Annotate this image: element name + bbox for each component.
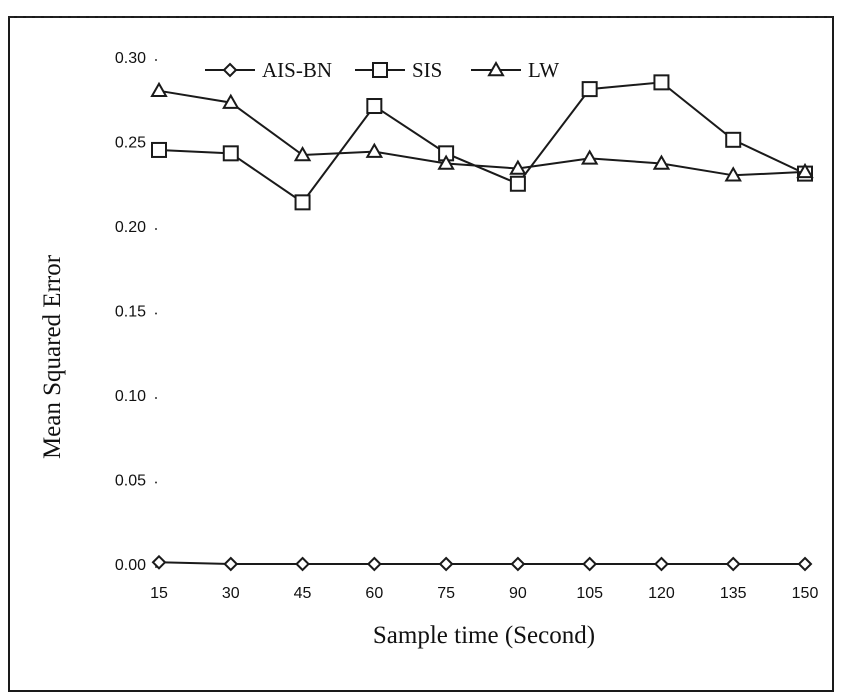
data-point-sis — [509, 175, 526, 192]
series-line-ais-bn — [158, 561, 805, 565]
legend-label-lw: LW — [528, 58, 559, 82]
data-point-ais-bn — [295, 556, 310, 572]
legend-label-ais-bn: AIS-BN — [262, 58, 332, 82]
y-axis-title: Mean Squared Error — [39, 254, 66, 459]
y-tick-mark — [155, 481, 157, 484]
x-axis-ticks: 15 30 45 60 75 90 105 120 135 150 — [150, 585, 818, 602]
data-point-lw — [293, 146, 312, 162]
legend-marker-ais-bn — [222, 62, 238, 78]
y-tick-label: 0.00 — [115, 557, 146, 574]
y-tick-label: 0.25 — [115, 135, 146, 152]
data-point-sis — [653, 74, 670, 91]
x-tick-label: 30 — [222, 585, 240, 602]
y-tick-label: 0.15 — [115, 304, 146, 321]
data-point-ais-bn — [223, 556, 239, 572]
x-tick-label: 135 — [720, 585, 747, 602]
x-tick-label: 15 — [150, 585, 168, 602]
data-point-ais-bn — [725, 556, 741, 572]
data-point-lw — [724, 166, 742, 182]
data-point-ais-bn — [582, 556, 598, 572]
data-point-ais-bn — [510, 556, 526, 572]
data-point-ais-bn — [438, 556, 454, 572]
x-tick-label: 120 — [648, 585, 675, 602]
data-point-sis — [366, 98, 383, 115]
legend: AIS-BN SIS LW — [205, 58, 559, 82]
y-axis-ticks: 0.00 0.05 0.10 0.15 0.20 0.25 0.30 — [115, 50, 157, 574]
y-tick-mark — [155, 397, 157, 399]
data-point-sis — [151, 141, 167, 158]
x-tick-label: 60 — [365, 585, 383, 602]
series-line-sis — [158, 81, 806, 204]
y-tick-label: 0.05 — [115, 473, 146, 490]
y-tick-mark — [155, 59, 157, 61]
legend-label-sis: SIS — [412, 58, 442, 82]
x-tick-label: 45 — [294, 585, 312, 602]
data-point-lw — [652, 154, 671, 170]
data-point-sis — [581, 81, 598, 98]
series-layer — [150, 74, 814, 572]
data-point-lw — [222, 93, 240, 109]
data-point-lw — [796, 162, 814, 179]
y-tick-mark — [155, 312, 157, 315]
data-point-sis — [725, 131, 742, 148]
data-point-lw — [580, 149, 599, 165]
data-point-ais-bn — [366, 556, 382, 572]
data-point-lw — [150, 81, 168, 98]
data-point-lw — [365, 142, 384, 158]
data-point-sis — [294, 194, 311, 211]
x-tick-label: 75 — [437, 585, 455, 602]
y-tick-label: 0.30 — [115, 50, 146, 67]
y-tick-label: 0.20 — [115, 219, 146, 236]
x-tick-label: 90 — [509, 585, 527, 602]
data-point-ais-bn — [797, 556, 813, 572]
data-point-lw — [437, 154, 455, 170]
x-tick-label: 150 — [792, 585, 819, 602]
y-tick-mark — [155, 228, 157, 230]
legend-marker-sis — [372, 62, 388, 78]
y-tick-label: 0.10 — [115, 388, 146, 405]
data-point-ais-bn — [151, 554, 167, 570]
x-axis-title: Sample time (Second) — [373, 622, 595, 649]
series-line-lw — [158, 89, 806, 177]
data-point-sis — [222, 145, 239, 162]
x-tick-label: 105 — [576, 585, 603, 602]
legend-marker-lw — [487, 60, 505, 77]
data-point-ais-bn — [654, 556, 669, 572]
data-point-lw — [509, 159, 527, 175]
chart-frame — [8, 16, 834, 692]
